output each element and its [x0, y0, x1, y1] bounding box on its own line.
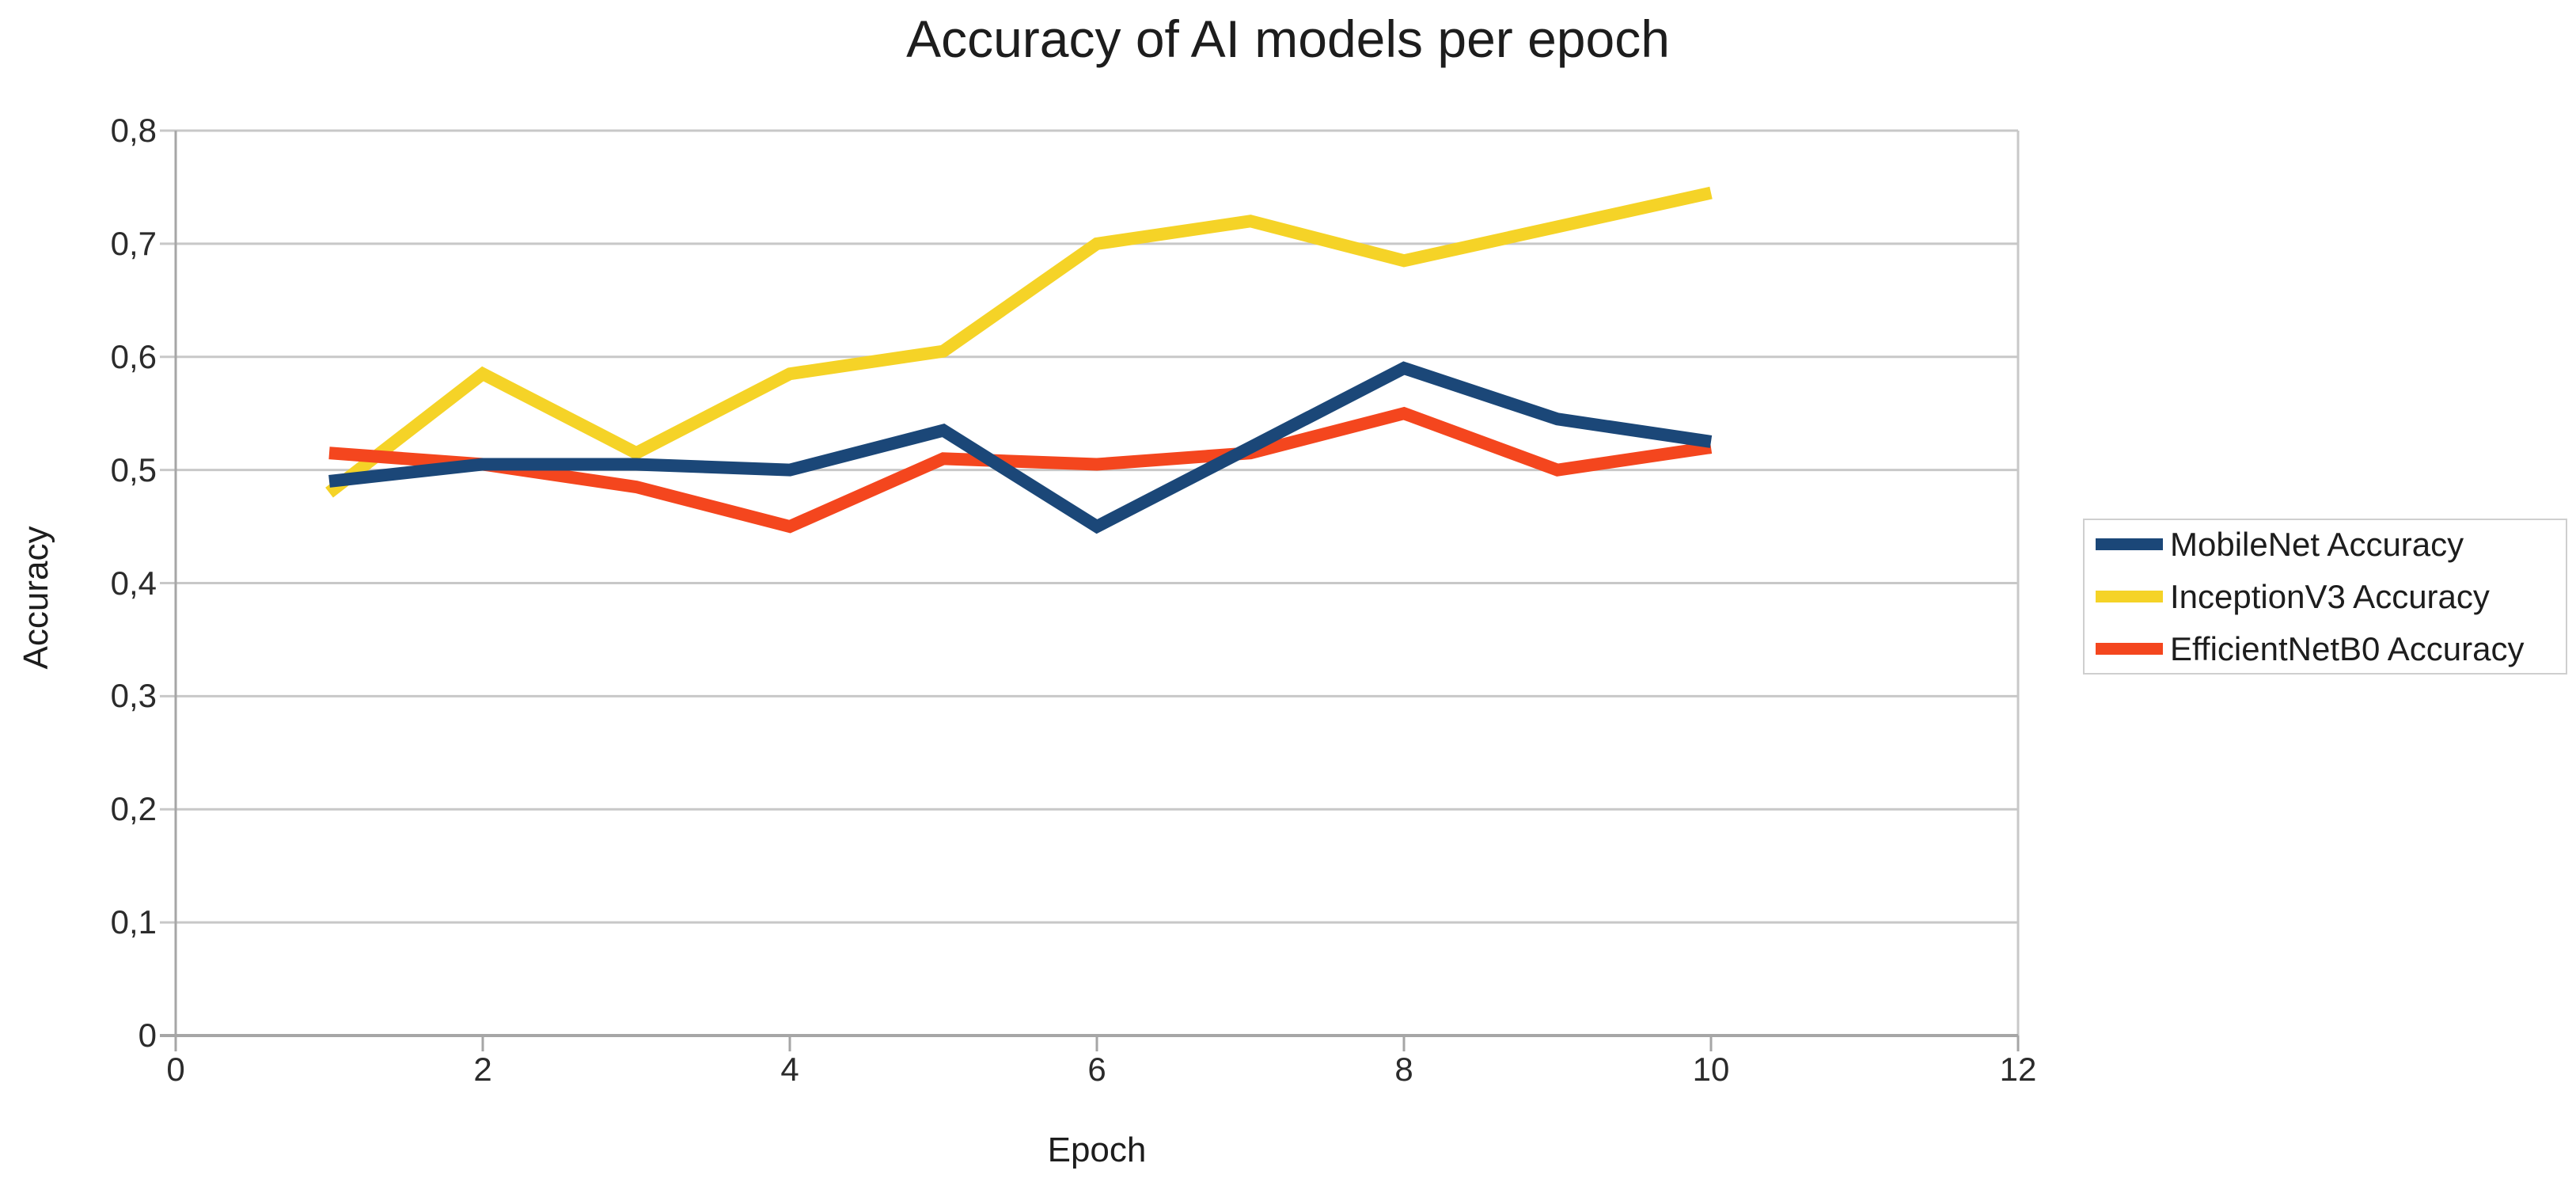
y-tick-label: 0,6 — [110, 337, 157, 375]
efficientnetb0-line-swatch — [2096, 643, 2163, 655]
series-line-efficientnetb0-accuracy — [328, 406, 1713, 534]
y-tick-label: 0,5 — [110, 450, 157, 488]
y-tick-label: 0,7 — [110, 224, 157, 262]
chart-title: Accuracy of AI models per epoch — [906, 10, 1670, 68]
series-line-mobilenet-accuracy — [328, 361, 1713, 534]
legend-item-inceptionv3: InceptionV3 Accuracy — [2096, 577, 2555, 617]
x-tick-label: 0 — [166, 1051, 185, 1088]
x-tick-label: 2 — [473, 1051, 492, 1088]
y-tick-label: 0 — [138, 1017, 157, 1054]
y-tick-label: 0,8 — [110, 112, 157, 149]
x-tick-label: 8 — [1394, 1051, 1413, 1088]
y-tick-label: 0,1 — [110, 903, 157, 941]
legend: MobileNet Accuracy InceptionV3 Accuracy … — [2083, 519, 2567, 675]
x-tick-label: 10 — [1692, 1051, 1730, 1088]
legend-item-mobilenet: MobileNet Accuracy — [2096, 525, 2555, 564]
x-axis-title: Epoch — [1047, 1131, 1147, 1169]
x-tick-label: 6 — [1087, 1051, 1106, 1088]
inceptionv3-line-swatch — [2096, 591, 2163, 602]
y-tick-label: 0,4 — [110, 564, 157, 602]
legend-label-inceptionv3: InceptionV3 Accuracy — [2170, 577, 2490, 615]
series-line-inceptionv3-accuracy — [325, 186, 1713, 498]
x-tick-label: 12 — [1999, 1051, 2037, 1088]
legend-label-mobilenet: MobileNet Accuracy — [2170, 525, 2464, 563]
x-tick-label: 4 — [780, 1051, 799, 1088]
y-tick-label: 0,3 — [110, 677, 157, 715]
y-tick-label: 0,2 — [110, 790, 157, 828]
legend-item-efficientnetb0: EfficientNetB0 Accuracy — [2096, 629, 2555, 669]
mobilenet-line-swatch — [2096, 538, 2163, 550]
legend-label-efficientnetb0: EfficientNetB0 Accuracy — [2170, 629, 2525, 667]
